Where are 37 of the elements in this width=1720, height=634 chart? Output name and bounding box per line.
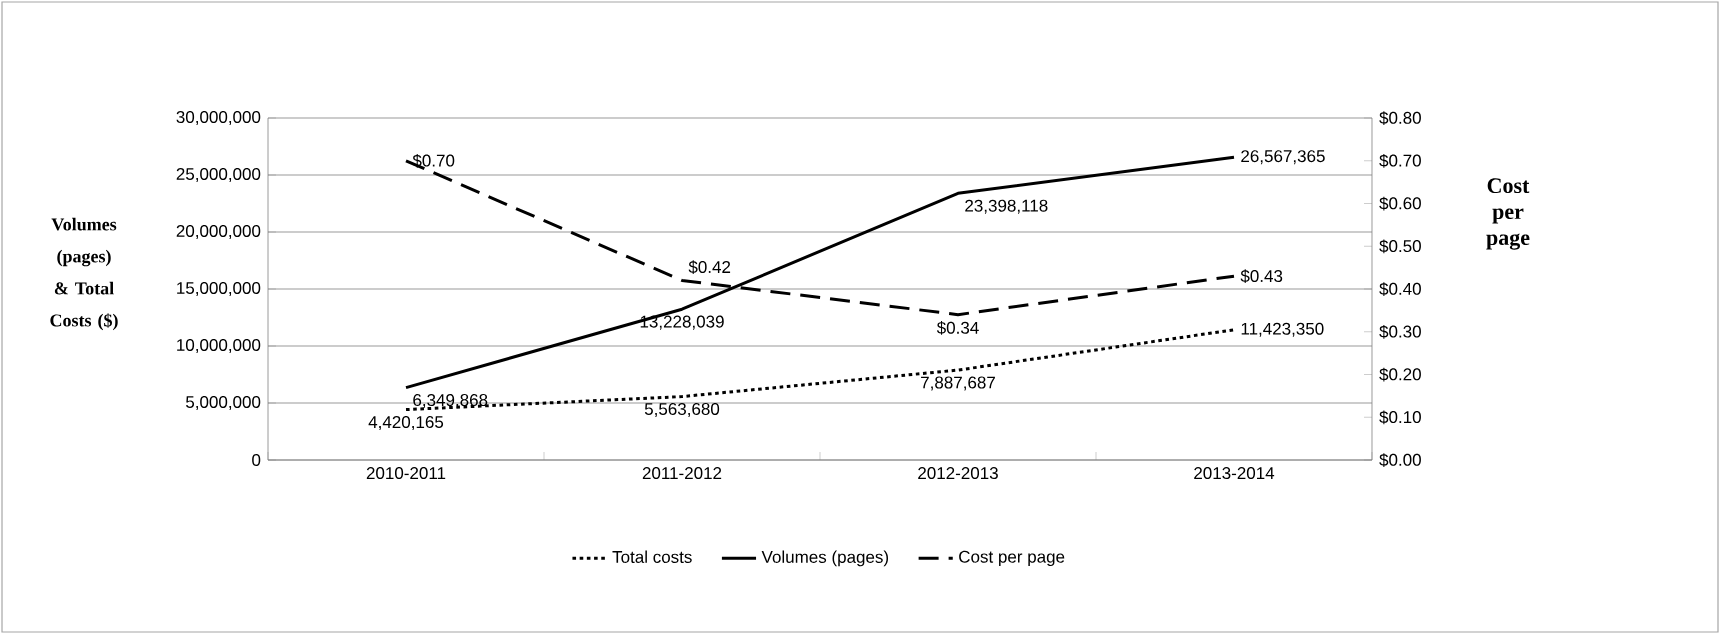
data-label: $0.34 — [936, 321, 979, 335]
legend-label: Total costs — [612, 550, 692, 563]
data-label: 26,567,365 — [1241, 150, 1325, 165]
data-label: 6,349,868 — [413, 394, 488, 409]
y2-tick-label: $0.50 — [1379, 239, 1421, 254]
data-label: $0.43 — [1240, 269, 1283, 284]
legend-label: Cost per page — [959, 550, 1065, 567]
y-tick-label: 15,000,000 — [177, 281, 261, 297]
line-series — [404, 155, 1236, 390]
y2-tick-label: $0.00 — [1379, 453, 1421, 467]
x-tick-label: 2010-2011 — [366, 467, 446, 480]
data-label: 23,398,118 — [965, 199, 1048, 214]
y2-tick-label: $0.80 — [1379, 111, 1421, 125]
x-tick-label: 2013-2014 — [1194, 467, 1275, 480]
y-tick-label: 30,000,000 — [176, 111, 261, 126]
y-tick-label: 10,000,000 — [177, 338, 261, 354]
y-tick-label: 0 — [252, 454, 261, 467]
x-tick-label: 2012-2013 — [918, 467, 998, 480]
y-tick-label: 5,000,000 — [186, 395, 261, 411]
y2-tick-label: $0.20 — [1379, 367, 1421, 382]
data-label: $0.42 — [688, 260, 731, 275]
y2-tick-label: $0.60 — [1379, 196, 1421, 211]
y2-tick-label: $0.70 — [1379, 153, 1421, 168]
data-label: 7,887,687 — [921, 376, 995, 391]
data-label: 5,563,680 — [644, 402, 720, 418]
legend-label: Volumes (pages) — [761, 550, 889, 567]
y-tick-label: 20,000,000 — [176, 225, 261, 240]
data-label: 13,228,039 — [640, 315, 724, 330]
data-label: 11,423,350 — [1241, 322, 1324, 337]
y2-tick-label: $0.40 — [1379, 282, 1421, 296]
y2-tick-label: $0.30 — [1379, 324, 1421, 339]
y2-tick-label: $0.10 — [1379, 410, 1421, 425]
data-label: 4,420,165 — [368, 416, 444, 431]
y-tick-label: 25,000,000 — [176, 167, 261, 183]
y-axis-title: Volumes (pages) & Total Costs ($) — [50, 217, 118, 331]
y2-axis-title: Cost per page — [1486, 178, 1530, 250]
x-tick-label: 2011-2012 — [642, 467, 722, 480]
